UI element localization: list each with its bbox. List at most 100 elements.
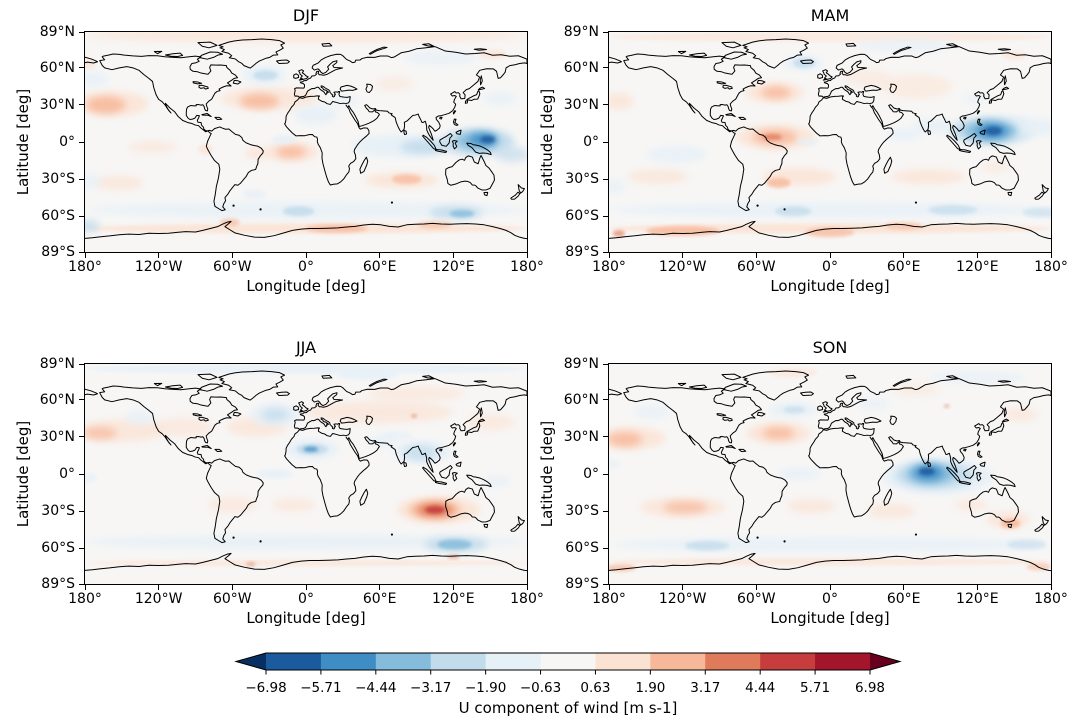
anomaly-blob	[245, 562, 256, 567]
x-tick-mark	[379, 585, 381, 590]
x-tick-mark	[305, 585, 307, 590]
y-tick-label: 30°N	[39, 428, 75, 445]
y-tick-mark	[603, 251, 608, 253]
x-tick-label: 60°E	[362, 591, 397, 607]
y-tick-label: 60°S	[41, 208, 75, 225]
y-tick-label: 30°S	[41, 171, 75, 188]
anomaly-blob	[465, 413, 515, 431]
anomaly-blob	[796, 138, 819, 146]
anomaly-blob	[609, 558, 1051, 566]
anomaly-blob	[783, 406, 806, 414]
island-dot	[232, 536, 235, 539]
anomaly-blob	[928, 205, 978, 215]
y-tick-mark	[603, 583, 608, 585]
anomaly-blob	[85, 71, 109, 87]
y-tick-label: 89°N	[563, 24, 599, 40]
anomaly-blob	[85, 427, 117, 440]
x-tick-label: 180°	[1034, 591, 1068, 607]
x-tick-label: 180°	[592, 591, 626, 607]
y-tick-mark	[79, 363, 84, 365]
anomaly-blob	[253, 70, 278, 81]
y-tick-mark	[603, 178, 608, 180]
map-djf	[85, 32, 527, 252]
y-tick-label: 89°S	[565, 576, 599, 592]
anomaly-blob	[762, 427, 795, 440]
anomaly-blob	[762, 133, 783, 141]
coastlines	[85, 371, 527, 571]
y-tick-label: 0°	[59, 466, 75, 482]
y-tick-mark	[79, 547, 84, 549]
anomaly-blob	[981, 160, 1011, 173]
x-tick-label: 120°E	[432, 591, 475, 607]
x-axis-label: Longitude [deg]	[246, 277, 366, 295]
y-tick-label: 60°S	[41, 540, 75, 557]
colorbar-tick-label: 5.71	[800, 680, 831, 696]
y-tick-mark	[603, 473, 608, 475]
anomaly-blob	[912, 118, 957, 134]
y-tick-mark	[79, 178, 84, 180]
y-tick-mark	[79, 67, 84, 69]
anomaly-blob	[943, 404, 950, 408]
y-tick-mark	[79, 104, 84, 106]
anomaly-blob	[425, 506, 445, 514]
panel-title: SON	[812, 338, 848, 357]
anomaly-blob	[854, 39, 953, 52]
island-dot	[783, 208, 786, 211]
y-tick-label: 30°N	[563, 428, 599, 445]
anomaly-blob	[207, 496, 257, 514]
x-tick-label: 180°	[510, 591, 544, 607]
anomaly-blob	[481, 475, 512, 488]
panel-title: JJA	[295, 338, 317, 357]
y-tick-label: 89°S	[41, 244, 75, 260]
island-dot	[914, 201, 918, 204]
anomaly-blob	[85, 219, 100, 233]
y-tick-label: 30°S	[565, 171, 599, 188]
y-tick-label: 89°S	[41, 576, 75, 592]
y-tick-label: 60°N	[563, 391, 599, 408]
coastlines	[85, 39, 527, 239]
anomaly-blob	[242, 188, 267, 199]
y-tick-label: 89°N	[563, 356, 599, 372]
anomaly-blob	[919, 467, 935, 476]
x-tick-mark	[829, 253, 831, 258]
colorbar-tick-label: −6.98	[245, 680, 287, 696]
x-tick-label: 0°	[822, 591, 838, 607]
x-tick-label: 120°E	[956, 259, 999, 275]
anomaly-blob	[282, 206, 315, 217]
x-tick-label: 120°W	[134, 591, 183, 607]
anomaly-blob	[374, 76, 415, 92]
x-tick-mark	[976, 253, 978, 258]
y-tick-label: 30°S	[565, 503, 599, 520]
island-dot	[914, 533, 918, 536]
island-dot	[783, 540, 786, 543]
x-tick-mark	[608, 253, 610, 258]
x-tick-label: 120°E	[956, 591, 999, 607]
anomaly-blob	[94, 175, 144, 191]
anomaly-blob	[766, 177, 791, 188]
x-tick-label: 180°	[68, 259, 102, 275]
island-dot	[259, 540, 262, 543]
anomaly-blob	[244, 146, 270, 160]
anomaly-blob	[85, 174, 103, 189]
panel-title: DJF	[292, 6, 320, 25]
x-tick-label: 60°W	[736, 259, 776, 275]
anomaly-blob	[1022, 207, 1051, 218]
y-tick-mark	[79, 31, 84, 33]
x-tick-label: 60°E	[886, 591, 921, 607]
anomaly-blob	[609, 459, 622, 470]
x-tick-mark	[231, 585, 233, 590]
anomaly-blob	[404, 50, 478, 66]
x-tick-label: 120°E	[432, 259, 475, 275]
y-tick-mark	[79, 510, 84, 512]
anomaly-blob	[336, 370, 399, 381]
x-tick-label: 180°	[510, 259, 544, 275]
x-axis-label: Longitude [deg]	[246, 609, 366, 627]
anomaly-blob	[449, 209, 475, 218]
anomaly-blob	[609, 202, 1051, 218]
y-tick-label: 89°N	[39, 356, 75, 372]
anomaly-blob	[86, 96, 126, 114]
anomaly-blob	[928, 371, 1027, 384]
x-tick-label: 60°W	[736, 591, 776, 607]
anomaly-blob	[477, 49, 508, 60]
anomaly-blob	[124, 409, 157, 425]
